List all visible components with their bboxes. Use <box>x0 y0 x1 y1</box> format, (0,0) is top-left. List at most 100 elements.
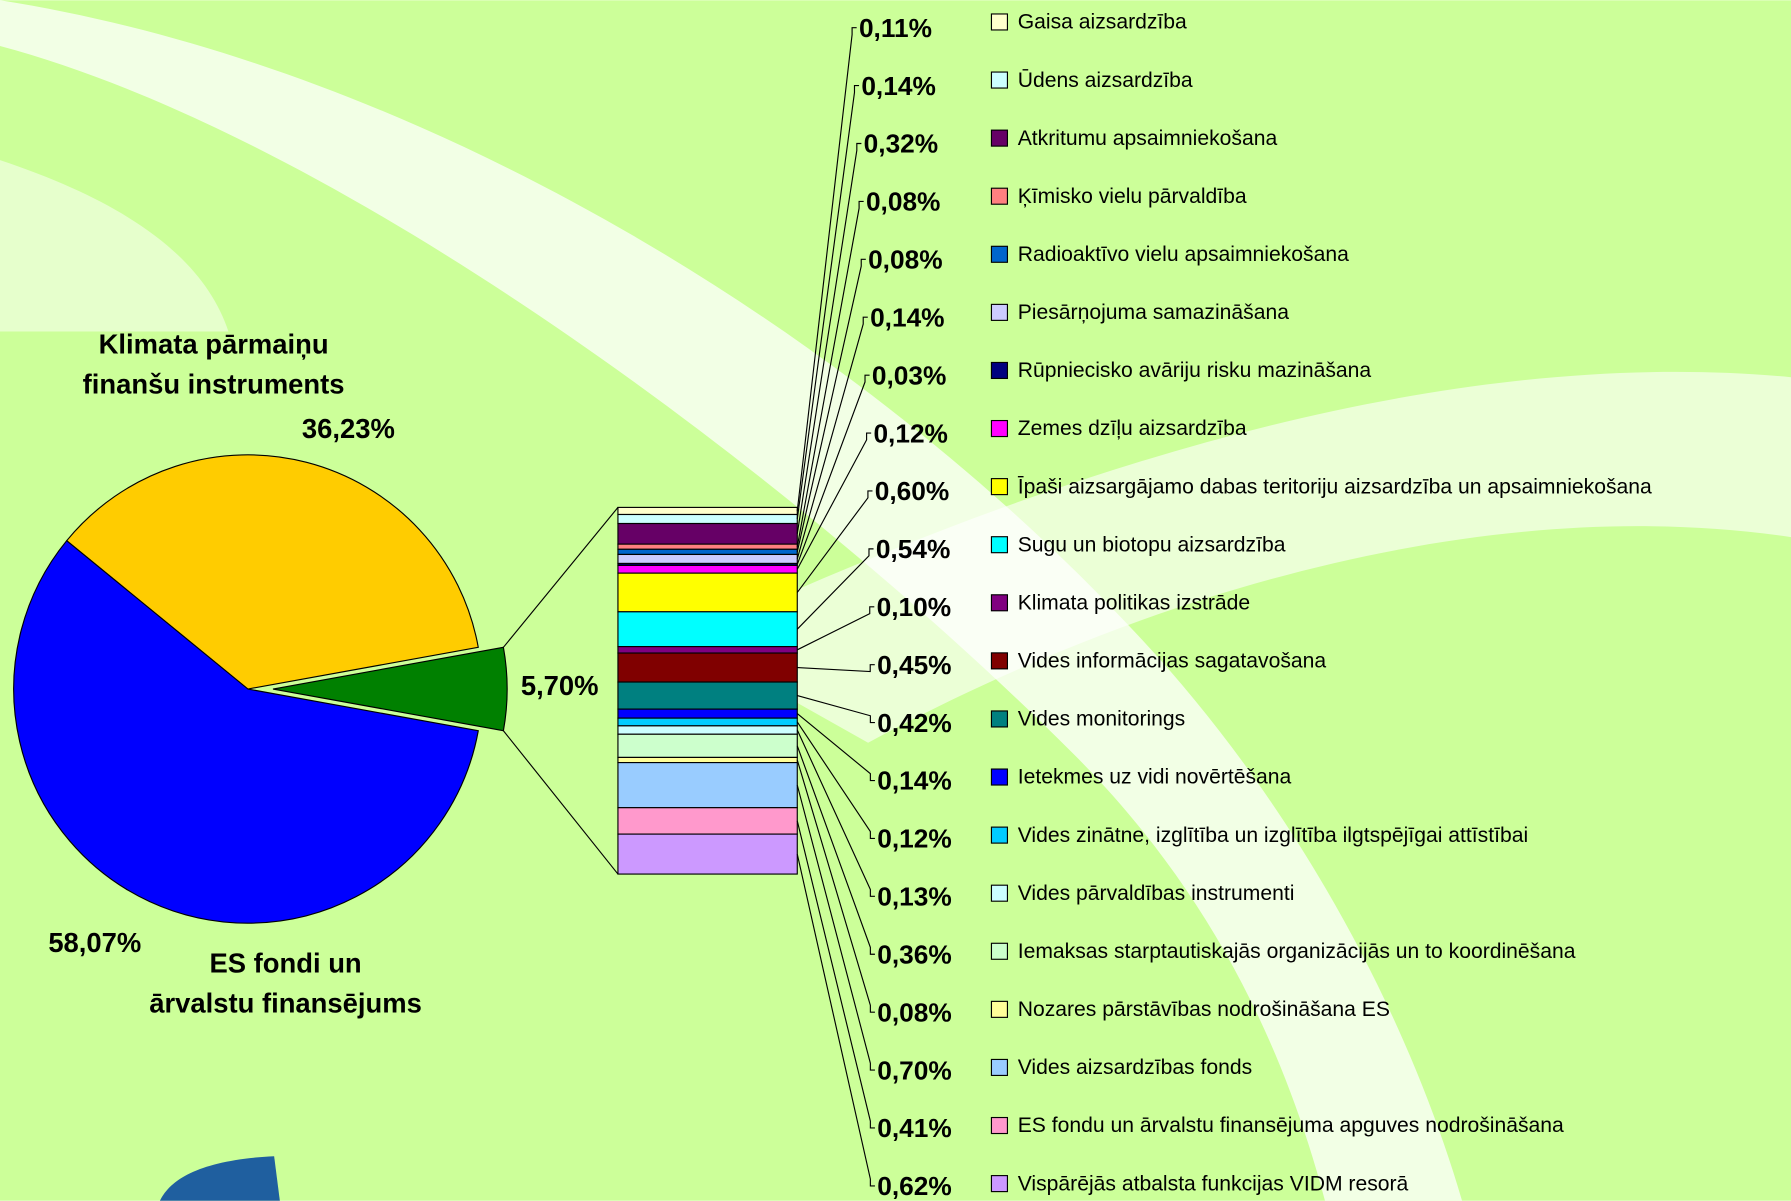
legend-label: Īpaši aizsargājamo dabas teritoriju aizs… <box>1018 475 1652 498</box>
data-label: 0,14% <box>877 766 951 796</box>
legend-label: Radioaktīvo vielu apsaimniekošana <box>1018 243 1349 266</box>
legend-swatch <box>990 826 1009 844</box>
data-label: 0,12% <box>877 824 951 854</box>
leader-line <box>796 853 875 1187</box>
connector-line <box>502 730 619 875</box>
leader-line <box>796 784 875 1071</box>
legend-swatch <box>990 13 1009 31</box>
leader-line <box>797 695 875 724</box>
bar-segment <box>617 553 798 565</box>
background-swoosh <box>0 160 229 332</box>
connector-line <box>502 507 619 648</box>
leader-line <box>796 374 870 565</box>
legend-label: Ķīmisko vielu pārvaldība <box>1018 185 1247 208</box>
pie-slice <box>13 539 479 924</box>
data-label: 0,60% <box>875 476 949 506</box>
legend-swatch <box>990 187 1009 205</box>
data-label: 0,03% <box>872 360 946 390</box>
legend-label: Rūpniecisko avāriju risku mazināšana <box>1018 359 1372 382</box>
bar-segment <box>617 522 798 545</box>
legend-label: Piesārņojuma samazināšana <box>1018 301 1290 324</box>
bar-segment <box>617 708 798 719</box>
bar-segment <box>617 833 798 875</box>
bar-segment <box>617 564 798 574</box>
data-label: 0,70% <box>877 1055 951 1085</box>
legend-swatch <box>990 768 1009 786</box>
legend-swatch <box>990 884 1009 902</box>
legend-label: Ietekmes uz vidi novērtēšana <box>1018 766 1292 789</box>
leader-line <box>796 759 875 1013</box>
leader-line <box>796 745 875 955</box>
data-label: 0,32% <box>864 129 938 159</box>
bar-segment <box>617 611 798 648</box>
leader-line <box>796 721 875 839</box>
bar-segment <box>617 652 798 683</box>
leader-line <box>796 200 864 547</box>
legend-swatch <box>990 1000 1009 1018</box>
bar-segment <box>617 513 798 525</box>
legend-label: Vides aizsardzības fonds <box>1018 1056 1252 1079</box>
data-label: 0,13% <box>877 882 951 912</box>
data-label: 0,14% <box>870 302 944 332</box>
leader-line <box>796 548 874 630</box>
pie-category-label: ārvalstu finansējums <box>149 988 422 1019</box>
leader-line <box>796 27 857 512</box>
legend-swatch <box>990 536 1009 554</box>
data-label: 0,42% <box>877 708 951 738</box>
legend-label: Vides informācijas sagatavošana <box>1018 650 1327 673</box>
legend-label: Gaisa aizsardzība <box>1018 11 1187 34</box>
legend-label: ES fondu un ārvalstu finansējuma apguves… <box>1018 1114 1564 1137</box>
pie-value-label: 58,07% <box>48 927 141 958</box>
leader-line <box>796 729 875 897</box>
bar-segment <box>617 681 798 710</box>
bar-segment <box>617 572 798 613</box>
leader-line <box>796 713 875 782</box>
legend-label: Klimata politikas izstrāde <box>1018 592 1250 615</box>
data-label: 0,08% <box>868 245 942 275</box>
bar-segment <box>617 717 798 727</box>
legend-label: Vides monitorings <box>1018 708 1186 731</box>
bar-segment <box>617 646 798 654</box>
legend-label: Zemes dzīļu aizsardzība <box>1018 417 1247 440</box>
leader-line <box>796 85 860 520</box>
pie-slice <box>272 646 508 732</box>
pie-category-label: Klimata pārmaiņu <box>99 329 329 360</box>
bar-segment <box>617 733 798 758</box>
data-label: 0,45% <box>877 650 951 680</box>
leader-line <box>796 490 873 593</box>
legend-swatch <box>990 710 1009 728</box>
pie-value-label: 36,23% <box>302 413 395 444</box>
legend-swatch <box>990 942 1009 960</box>
legend-label: Vides zinātne, izglītība un izglītība il… <box>1018 824 1528 847</box>
logo <box>159 1156 280 1201</box>
data-label: 0,54% <box>876 534 950 564</box>
pie-category-label: finanšu instruments <box>83 369 345 400</box>
legend-swatch <box>990 1116 1009 1135</box>
legend-label: Atkritumu apsaimniekošana <box>1018 127 1278 150</box>
background-swoosh <box>685 371 1791 743</box>
data-label: 0,10% <box>877 592 951 622</box>
data-label: 0,11% <box>859 13 932 43</box>
legend-label: Nozares pārstāvības nodrošināšana ES <box>1018 998 1390 1021</box>
bar-segment <box>617 807 798 835</box>
legend-swatch <box>990 594 1009 612</box>
data-label: 0,41% <box>877 1113 951 1143</box>
leader-line <box>796 258 866 552</box>
pie-slice <box>65 454 479 690</box>
bar-segment <box>617 725 798 735</box>
bar-segment <box>617 756 798 764</box>
legend-label: Sugu un biotopu aizsardzība <box>1018 533 1286 556</box>
legend-swatch <box>990 245 1009 263</box>
bar-segment <box>617 506 798 516</box>
legend-swatch <box>990 1175 1009 1193</box>
legend-label: Vides pārvaldības instrumenti <box>1018 882 1295 905</box>
legend-label: Vispārējās atbalsta funkcijas VIDM resor… <box>1018 1172 1409 1195</box>
legend-swatch <box>990 652 1009 670</box>
data-label: 0,12% <box>873 418 947 448</box>
leader-line <box>797 606 875 651</box>
leader-line <box>797 664 875 673</box>
data-label: 0,62% <box>877 1171 951 1201</box>
legend-swatch <box>990 129 1009 147</box>
legend-swatch <box>990 71 1009 89</box>
